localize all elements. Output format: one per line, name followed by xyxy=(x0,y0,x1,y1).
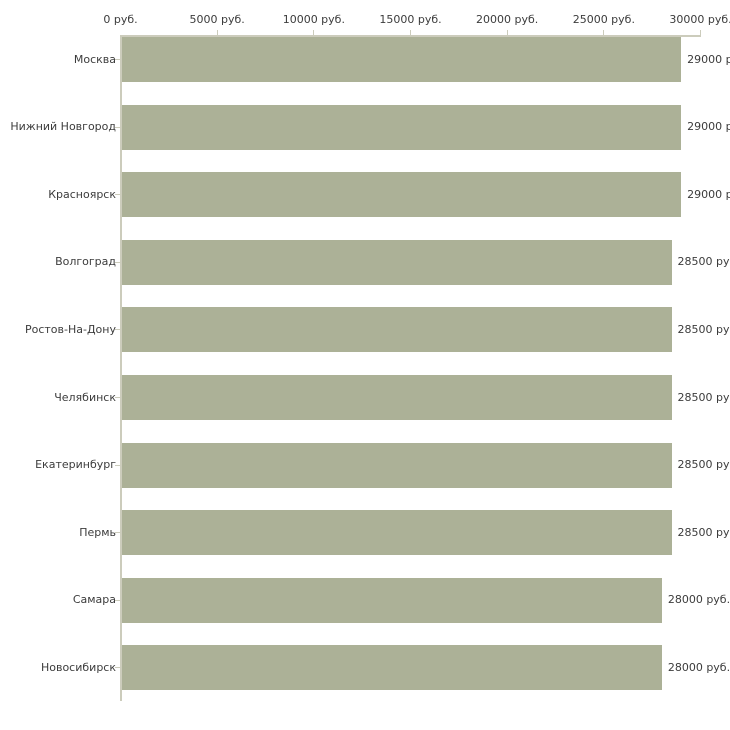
x-axis-tick-label: 25000 руб. xyxy=(572,13,635,26)
value-label: 28500 руб. xyxy=(677,255,730,269)
y-axis-tick-mark xyxy=(115,194,120,196)
value-label: 29000 руб. xyxy=(687,120,730,134)
x-axis-tick-label: 10000 руб. xyxy=(282,13,345,26)
x-axis-tick-label: 0 руб. xyxy=(103,13,138,26)
y-axis-line xyxy=(120,35,122,701)
x-axis-tick-label: 5000 руб. xyxy=(189,13,245,26)
y-axis-tick-mark xyxy=(115,464,120,466)
y-axis-tick-mark xyxy=(115,261,120,263)
bar xyxy=(122,645,662,691)
x-axis-tick-mark xyxy=(216,30,218,35)
y-axis-tick-mark xyxy=(115,329,120,331)
bar xyxy=(122,104,682,150)
bar xyxy=(122,37,682,82)
x-axis-tick-label: 30000 руб. xyxy=(669,13,730,26)
value-label: 29000 руб. xyxy=(687,187,730,201)
x-axis-tick-mark xyxy=(410,30,411,35)
category-label: Самара xyxy=(72,593,116,607)
y-axis-tick-mark xyxy=(115,599,120,601)
category-label: Пермь xyxy=(79,525,116,539)
bar xyxy=(122,510,672,556)
value-label: 28500 руб. xyxy=(677,525,730,539)
bar xyxy=(122,307,672,353)
bar xyxy=(122,239,672,285)
x-axis-tick-label: 20000 руб. xyxy=(476,13,539,26)
y-axis-tick-mark xyxy=(115,397,120,398)
x-axis-tick-label: 15000 руб. xyxy=(379,13,442,26)
category-label: Нижний Новгород xyxy=(10,120,116,134)
bar xyxy=(122,172,682,218)
x-axis-tick-mark xyxy=(313,30,315,35)
category-label: Челябинск xyxy=(54,390,116,404)
value-label: 28500 руб. xyxy=(677,458,730,472)
value-label: 28500 руб. xyxy=(677,322,730,336)
value-label: 29000 руб. xyxy=(687,52,730,66)
x-axis-tick-mark xyxy=(506,30,508,35)
bar xyxy=(122,375,672,420)
category-label: Екатеринбург xyxy=(35,458,116,472)
value-label: 28000 руб. xyxy=(667,660,730,674)
category-label: Ростов-На-Дону xyxy=(24,322,116,336)
bar xyxy=(122,442,672,488)
category-label: Красноярск xyxy=(48,187,116,201)
y-axis-tick-mark xyxy=(115,667,120,669)
x-axis-tick-mark xyxy=(700,30,701,35)
bar xyxy=(122,577,662,623)
y-axis-tick-mark xyxy=(115,59,120,60)
category-label: Новосибирск xyxy=(40,660,116,674)
x-axis-tick-mark xyxy=(603,30,605,35)
category-label: Москва xyxy=(73,52,116,66)
value-label: 28000 руб. xyxy=(667,593,730,607)
x-axis-line xyxy=(120,35,701,37)
y-axis-tick-mark xyxy=(115,126,120,128)
category-label: Волгоград xyxy=(55,255,116,269)
value-label: 28500 руб. xyxy=(677,390,730,404)
y-axis-tick-mark xyxy=(115,532,120,534)
